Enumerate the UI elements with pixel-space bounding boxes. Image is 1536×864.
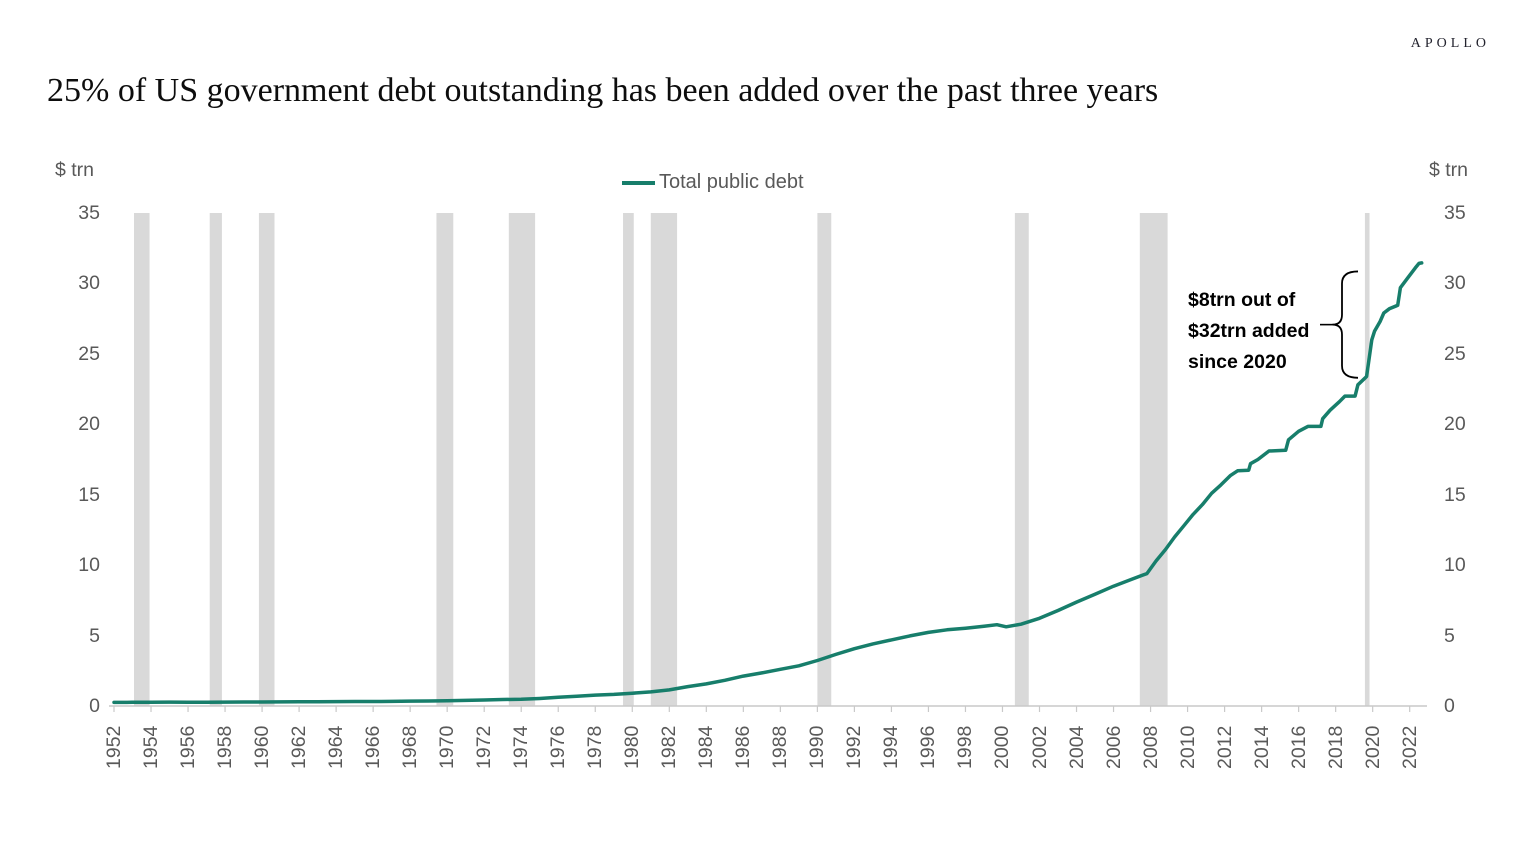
y-tick-label: 25 bbox=[78, 342, 100, 365]
y-tick-label: 25 bbox=[1444, 342, 1466, 365]
debt-line bbox=[112, 261, 1424, 705]
recession-band bbox=[508, 213, 536, 706]
x-tick-label: 2006 bbox=[1102, 725, 1125, 769]
x-tick-label: 1974 bbox=[510, 725, 533, 769]
y-axis-unit-left: $ trn bbox=[55, 159, 95, 181]
recession-band bbox=[1139, 213, 1168, 706]
legend: Total public debt bbox=[622, 171, 804, 194]
x-tick-label: 1954 bbox=[140, 725, 163, 769]
x-tick-label: 1978 bbox=[584, 725, 607, 769]
x-tick-label: 1966 bbox=[362, 725, 385, 769]
x-tick-label: 2016 bbox=[1287, 725, 1310, 769]
legend-line-swatch bbox=[622, 180, 655, 185]
annotation-line-2: $32trn added bbox=[1188, 320, 1310, 342]
x-tick-label: 1970 bbox=[436, 725, 459, 769]
y-tick-label: 15 bbox=[1444, 483, 1466, 506]
x-tick-label: 1968 bbox=[399, 725, 422, 769]
x-tick-label: 1992 bbox=[843, 725, 866, 769]
annotation-callout: $8trn out of $32trn added since 2020 bbox=[1188, 285, 1309, 378]
x-tick-label: 1982 bbox=[658, 725, 681, 769]
recession-band bbox=[133, 213, 150, 706]
recession-band bbox=[1014, 213, 1029, 706]
y-axis-unit-right: $ trn bbox=[1429, 159, 1469, 181]
x-tick-label: 1990 bbox=[806, 725, 829, 769]
y-tick-label: 0 bbox=[1444, 695, 1455, 717]
x-tick-label: 1986 bbox=[732, 725, 755, 769]
x-tick-label: 2008 bbox=[1139, 725, 1162, 769]
y-tick-label: 10 bbox=[78, 554, 100, 577]
x-tick-label: 1980 bbox=[621, 725, 644, 769]
x-tick-label: 1962 bbox=[288, 725, 311, 769]
annotation-brace bbox=[1332, 270, 1359, 379]
y-tick-label: 5 bbox=[1444, 624, 1455, 647]
x-tick-label: 1984 bbox=[695, 725, 718, 769]
x-tick-label: 1956 bbox=[177, 725, 200, 769]
x-tick-label: 1960 bbox=[251, 725, 274, 769]
page-title: 25% of US government debt outstanding ha… bbox=[47, 72, 1159, 109]
annotation-line-1: $8trn out of bbox=[1188, 289, 1296, 311]
x-tick-label: 2022 bbox=[1398, 725, 1421, 769]
x-tick-label: 2014 bbox=[1250, 725, 1273, 769]
recession-band bbox=[209, 213, 222, 706]
x-tick-label: 2002 bbox=[1028, 725, 1051, 769]
x-tick-label: 2012 bbox=[1213, 725, 1236, 769]
x-tick-label: 1998 bbox=[954, 725, 977, 769]
legend-label: Total public debt bbox=[659, 171, 804, 193]
recession-band bbox=[258, 213, 275, 706]
x-tick-label: 1952 bbox=[103, 725, 125, 769]
recession-band bbox=[1364, 213, 1370, 706]
x-tick-label: 1958 bbox=[214, 725, 237, 769]
x-tick-label: 1996 bbox=[917, 725, 940, 769]
annotation-line-3: since 2020 bbox=[1188, 351, 1287, 373]
x-tick-label: 2020 bbox=[1361, 725, 1384, 769]
brand-logo: APOLLO bbox=[1410, 36, 1490, 51]
y-tick-label: 35 bbox=[78, 202, 100, 224]
recession-band bbox=[623, 213, 634, 706]
x-tick-label: 1972 bbox=[473, 725, 496, 769]
x-tick-label: 1964 bbox=[325, 725, 348, 769]
x-tick-label: 1994 bbox=[880, 725, 903, 769]
x-tick-label: 2018 bbox=[1324, 725, 1347, 769]
recession-band bbox=[650, 213, 678, 706]
y-tick-label: 35 bbox=[1444, 202, 1466, 224]
y-tick-label: 20 bbox=[78, 413, 100, 436]
y-tick-label: 30 bbox=[78, 272, 100, 295]
x-tick-label: 1976 bbox=[547, 725, 570, 769]
recession-band bbox=[436, 213, 454, 706]
y-tick-label: 0 bbox=[89, 695, 100, 717]
x-tick-label: 2004 bbox=[1065, 725, 1088, 769]
x-tick-label: 2000 bbox=[991, 725, 1014, 769]
y-tick-label: 30 bbox=[1444, 272, 1466, 295]
x-tick-label: 2010 bbox=[1176, 725, 1199, 769]
y-tick-label: 15 bbox=[78, 483, 100, 506]
y-tick-label: 20 bbox=[1444, 413, 1466, 436]
recession-band bbox=[817, 213, 832, 706]
x-tick-label: 1988 bbox=[769, 725, 792, 769]
y-tick-label: 5 bbox=[89, 624, 100, 647]
y-tick-label: 10 bbox=[1444, 554, 1466, 577]
